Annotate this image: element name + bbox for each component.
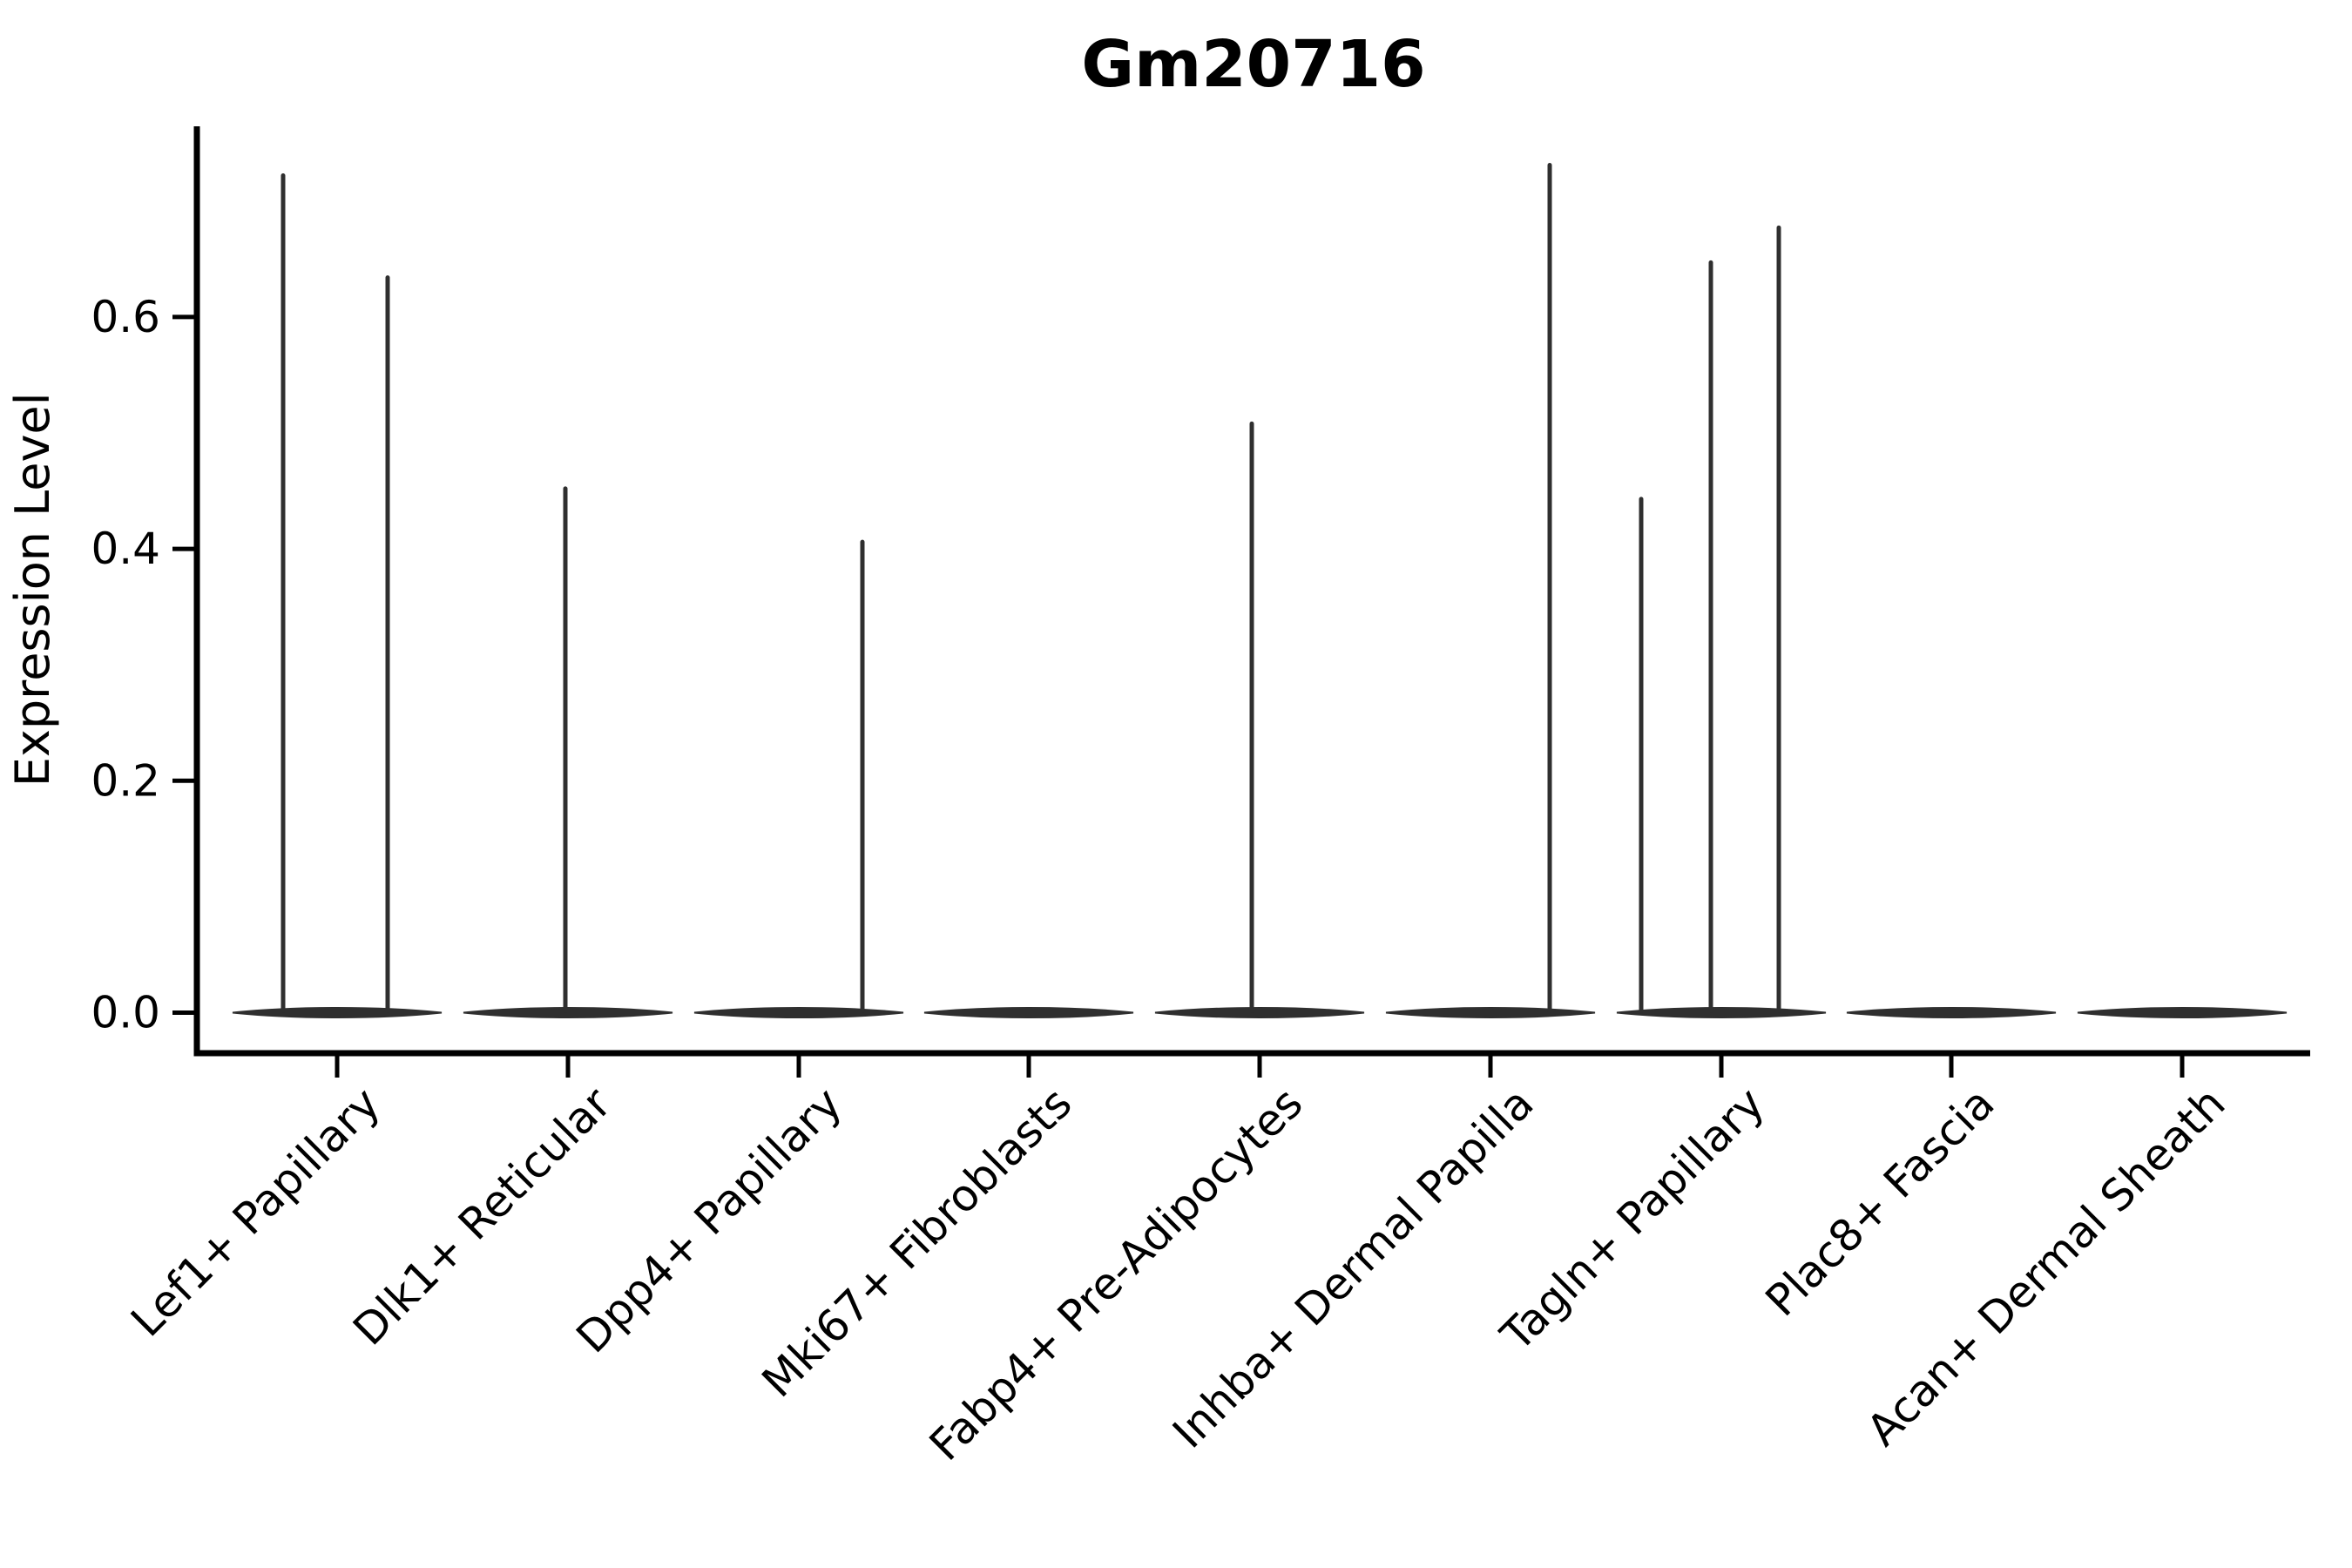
- y-tick-label: 0.2: [91, 755, 160, 806]
- axes-spines-and-ticks: [172, 126, 2310, 1078]
- violin-shapes: [232, 163, 2288, 1019]
- chart-title: Gm20716: [1081, 27, 1425, 102]
- y-tick-label: 0.0: [91, 988, 160, 1038]
- y-tick-label: 0.4: [91, 524, 160, 574]
- x-tick-label: Plac8+ Fascia: [1756, 1078, 2004, 1326]
- x-tick-label: Fabp4+ Pre-Adipocytes: [920, 1078, 1313, 1470]
- y-tick-label: 0.6: [91, 292, 160, 342]
- y-axis-label: Expression Level: [5, 392, 60, 787]
- x-tick-label: Lef1+ Papillary: [121, 1078, 389, 1346]
